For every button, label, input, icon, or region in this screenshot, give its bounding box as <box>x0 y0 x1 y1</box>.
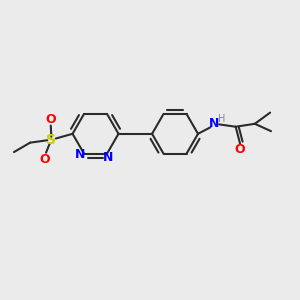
Text: N: N <box>209 117 219 130</box>
Text: N: N <box>103 151 114 164</box>
Text: H: H <box>218 114 226 124</box>
Text: O: O <box>40 153 50 166</box>
Text: O: O <box>46 112 56 126</box>
Text: O: O <box>235 142 245 156</box>
Text: N: N <box>75 148 85 161</box>
Text: S: S <box>46 133 56 147</box>
